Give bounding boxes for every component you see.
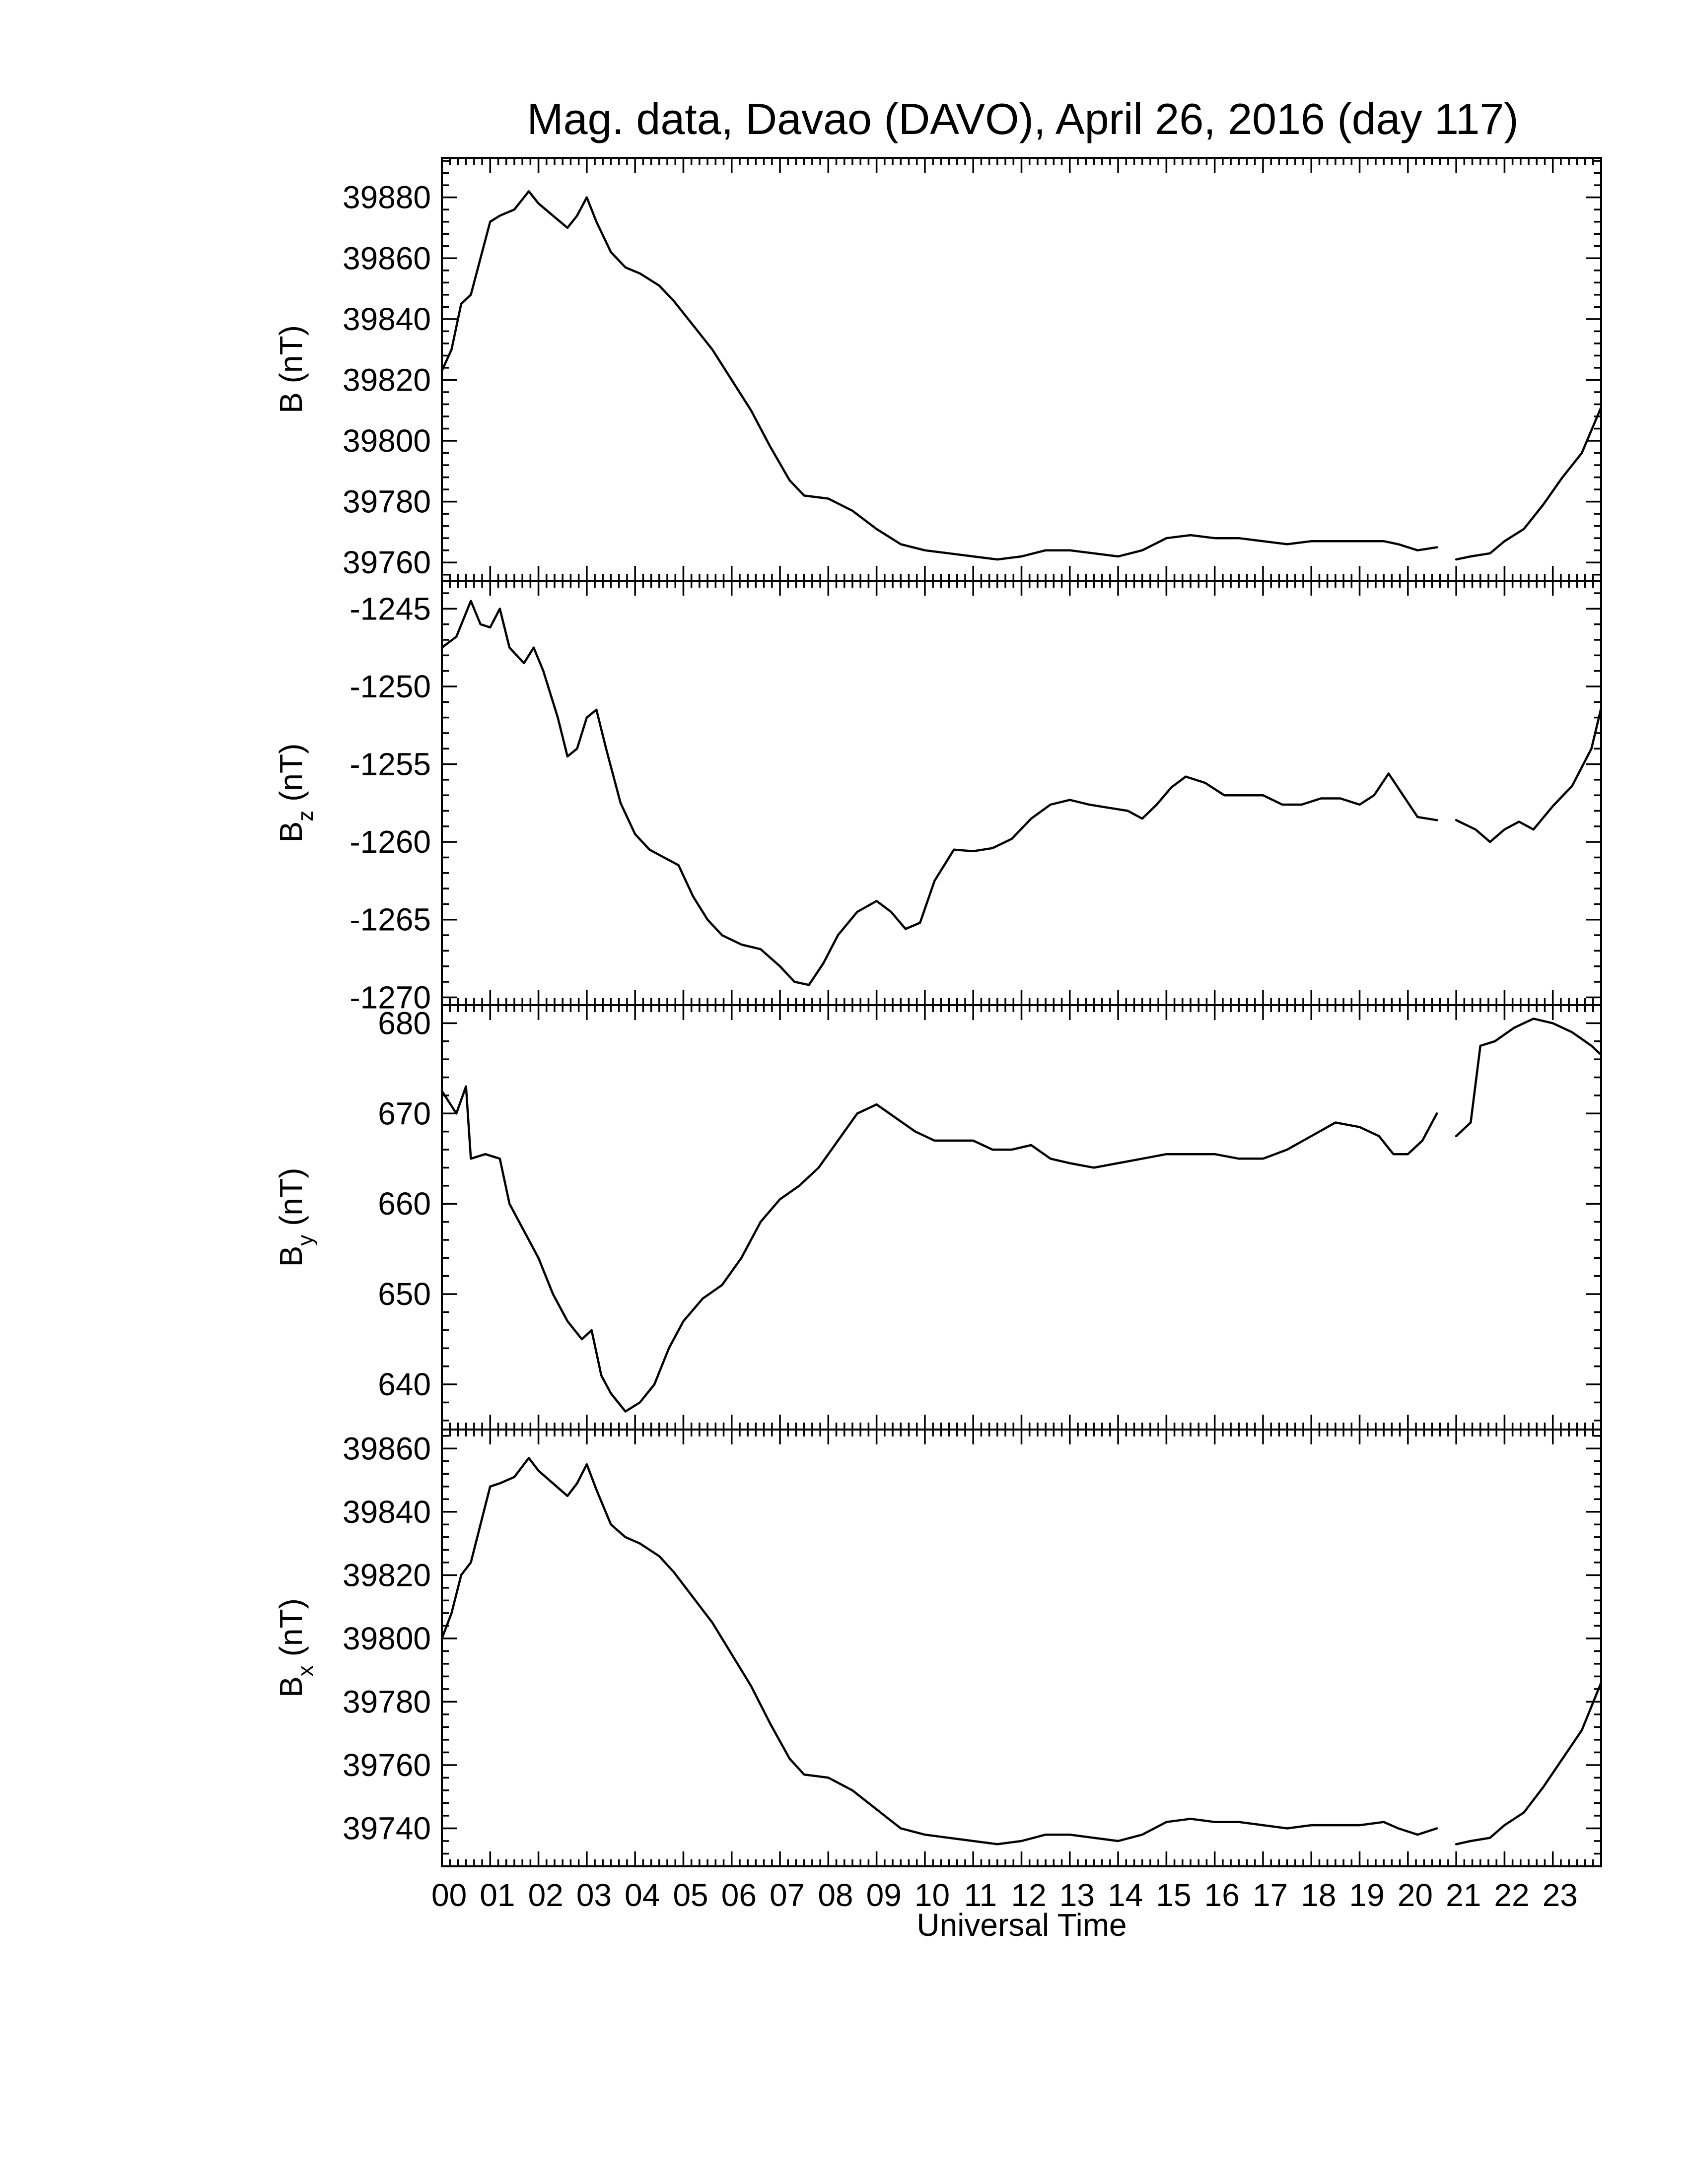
trace-Bx <box>440 1457 1438 1845</box>
x-tick-label: 21 <box>1446 1877 1481 1913</box>
y-ticks <box>442 160 1601 576</box>
trace-B <box>1455 406 1603 561</box>
panel-frame <box>441 1429 1602 1867</box>
x-tick-labels: 00 01 02 03 04 05 06 07 08 09 10 11 12 13 14 15 16 17 18 19… <box>431 1877 1578 1913</box>
y-axis-label: Bz (nT) <box>273 744 318 843</box>
y-tick-label: 39740 <box>343 1810 431 1846</box>
y-tick-label: 650 <box>378 1276 431 1312</box>
panel-Bx: 39740 39760 39780 39800 39820 39840 39860 Bx (n… <box>273 1429 1603 1867</box>
x-axis-label: Universal Time <box>916 1907 1126 1943</box>
y-tick-label: 39760 <box>343 1747 431 1783</box>
x-ticks <box>441 581 1602 1005</box>
x-tick-label: 01 <box>480 1877 515 1913</box>
y-tick-label: 39860 <box>343 240 431 276</box>
x-tick-label: 04 <box>625 1877 660 1913</box>
trace-By <box>440 1085 1438 1413</box>
panel-frame <box>441 157 1602 582</box>
y-ticks <box>442 1004 1601 1422</box>
y-tick-label: 680 <box>378 1005 431 1041</box>
x-tick-label: 00 <box>431 1877 467 1913</box>
x-tick-label: 15 <box>1156 1877 1191 1913</box>
y-axis-label: B (nT) <box>273 325 309 413</box>
x-tick-label: 13 <box>1059 1877 1095 1913</box>
y-tick-label: -1265 <box>350 902 431 938</box>
panel-Bz: -1245 -1250 -1255 -1260 -1265 -1270 Bz (nT) <box>273 580 1603 1015</box>
y-tick-label: -1270 <box>350 979 431 1015</box>
panel-frame <box>441 580 1602 1006</box>
y-ticks <box>442 592 1601 999</box>
panels: 39760 39780 39800 39820 39840 39860 39880 B (nT… <box>273 157 1603 1867</box>
x-tick-label: 22 <box>1494 1877 1529 1913</box>
x-ticks <box>441 1005 1602 1430</box>
y-tick-label: 39780 <box>343 484 431 520</box>
x-tick-label: 06 <box>721 1877 757 1913</box>
y-axis-label: By (nT) <box>273 1168 318 1267</box>
y-tick-label: 39820 <box>343 1557 431 1593</box>
x-tick-label: 20 <box>1398 1877 1433 1913</box>
y-tick-label: 39840 <box>343 301 431 337</box>
y-tick-label: 39820 <box>343 362 431 398</box>
chart-title: Mag. data, Davao (DAVO), April 26, 2016 … <box>527 94 1518 143</box>
y-axis-label: Bx (nT) <box>273 1598 318 1698</box>
x-tick-label: 11 <box>964 1877 997 1913</box>
y-tick-label: 660 <box>378 1186 431 1222</box>
x-tick-label: 17 <box>1253 1877 1288 1913</box>
x-tick-label: 03 <box>576 1877 612 1913</box>
x-tick-label: 05 <box>673 1877 708 1913</box>
x-tick-label: 09 <box>866 1877 902 1913</box>
y-tick-label: 640 <box>378 1366 431 1402</box>
trace-By <box>1455 1018 1603 1138</box>
x-tick-label: 07 <box>770 1877 805 1913</box>
y-tick-label: -1260 <box>350 824 431 860</box>
panel-frame <box>441 1004 1602 1431</box>
y-tick-label: -1250 <box>350 669 431 704</box>
trace-Bx <box>1455 1681 1603 1845</box>
x-tick-label: 23 <box>1543 1877 1578 1913</box>
x-tick-label: 16 <box>1204 1877 1240 1913</box>
panel-B: 39760 39780 39800 39820 39840 39860 39880 B (nT… <box>273 157 1603 582</box>
x-tick-label: 10 <box>914 1877 950 1913</box>
panel-By: 640 650 660 670 680 By (nT) <box>273 1004 1603 1431</box>
y-tick-label: 39860 <box>343 1431 431 1466</box>
y-tick-label: 39780 <box>343 1684 431 1719</box>
trace-Bz <box>1455 707 1603 843</box>
x-ticks <box>441 158 1602 581</box>
y-tick-label: 39880 <box>343 180 431 215</box>
trace-B <box>440 190 1438 561</box>
y-tick-label: 39800 <box>343 423 431 459</box>
y-ticks <box>442 1435 1601 1867</box>
y-tick-label: -1245 <box>350 591 431 626</box>
y-tick-label: 39760 <box>343 545 431 580</box>
x-tick-label: 02 <box>528 1877 563 1913</box>
x-tick-label: 14 <box>1108 1877 1143 1913</box>
x-tick-label: 12 <box>1011 1877 1047 1913</box>
trace-Bz <box>440 600 1438 986</box>
y-tick-label: -1255 <box>350 747 431 782</box>
x-tick-label: 18 <box>1301 1877 1336 1913</box>
y-tick-label: 670 <box>378 1095 431 1131</box>
x-tick-label: 08 <box>818 1877 853 1913</box>
x-tick-label: 19 <box>1349 1877 1385 1913</box>
y-tick-label: 39800 <box>343 1621 431 1656</box>
y-tick-label: 39840 <box>343 1494 431 1530</box>
x-ticks <box>441 1430 1602 1866</box>
